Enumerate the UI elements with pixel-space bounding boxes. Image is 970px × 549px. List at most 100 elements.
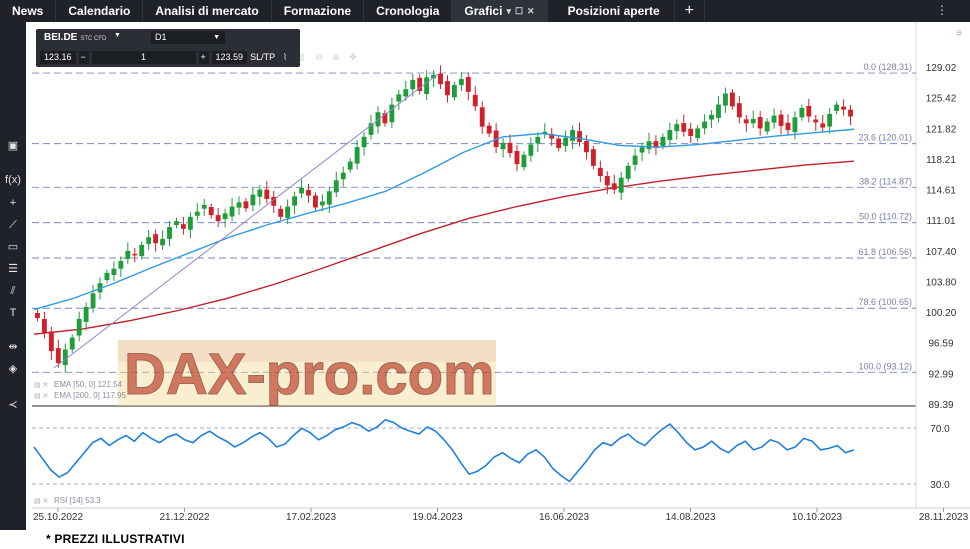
function-icon[interactable]: f(x) (5, 174, 21, 186)
date-axis-label: 28.11.2023 (919, 512, 969, 523)
add-tab-button[interactable]: + (675, 0, 705, 22)
fibonacci-trendline[interactable] (53, 73, 439, 369)
candle-body (445, 81, 450, 96)
candle-body (285, 206, 291, 218)
candle-body (584, 140, 589, 153)
candle-body (111, 268, 117, 275)
candle-body (646, 141, 652, 150)
candle-body (479, 107, 485, 127)
candle-body (76, 318, 82, 336)
tab-formazione[interactable]: Formazione (272, 0, 365, 22)
candle-body (257, 189, 263, 197)
rsi-legend: RSI [14] 53.3 (54, 496, 101, 505)
candle-body (222, 213, 228, 220)
quantity-input[interactable]: 1 (91, 50, 196, 64)
zoom-out-icon[interactable]: ⊖ (315, 51, 323, 62)
pitchfork-icon[interactable]: ⫽ (10, 285, 16, 297)
rsi-series (33, 418, 855, 483)
tab-cronologia[interactable]: Cronologia (364, 0, 453, 22)
instrument-symbol[interactable]: BEI.DE STC CFD (44, 32, 106, 43)
candle-body (424, 77, 430, 95)
candle-body (326, 191, 332, 205)
fibonacci-level-label: 78.6 (100.65) (858, 297, 912, 307)
candle-body (618, 177, 624, 193)
drawing-toolbar: ▣ f(x) + ⟋ ▭ ☰ ⫽ T ⇹ ◈ ≺ (0, 22, 26, 530)
zoom-in-icon[interactable]: ⊕ (332, 51, 340, 62)
candle-body (841, 106, 847, 110)
panel-menu-icon[interactable]: ≡ (956, 28, 962, 39)
measure-icon[interactable]: ⇹ (8, 341, 18, 353)
candle-body (667, 130, 673, 140)
tab-news[interactable]: News (0, 0, 57, 22)
price-chart[interactable]: ≡ 0.0 (128.31) 23.6 (120.01) 38.2 (114.87)… (26, 22, 970, 530)
candle-body (180, 224, 186, 229)
crosshair-icon[interactable]: + (9, 197, 17, 209)
ask-price[interactable]: 123.59 (211, 50, 248, 64)
fibonacci-icon[interactable]: ☰ (8, 263, 18, 275)
tab-posizioni-aperte[interactable]: Posizioni aperte (554, 0, 675, 22)
layers-icon[interactable]: ◈ (8, 363, 18, 375)
candle-body (236, 202, 242, 208)
maximize-icon[interactable]: ☐ (514, 5, 524, 16)
chevron-down-icon[interactable]: ▾ (506, 5, 511, 16)
candle-body (702, 121, 708, 129)
candle-body (55, 348, 61, 364)
ema-icon[interactable]: ▤ ✕ (34, 382, 48, 389)
tab-calendario[interactable]: Calendario (56, 0, 144, 22)
ema200-series (33, 160, 855, 335)
text-tool-icon[interactable]: T (9, 307, 17, 319)
watermark-logo: DAX-pro.com (118, 340, 496, 408)
candle-body (848, 109, 853, 117)
chart-canvas[interactable]: ≡ 0.0 (128.31) 23.6 (120.01) 38.2 (114.87)… (26, 22, 970, 530)
candle-body (451, 85, 457, 98)
candle-body (333, 180, 339, 193)
instrument-type: STC CFD (80, 36, 107, 42)
move-icon[interactable]: ✥ (349, 51, 357, 62)
minus-button[interactable]: − (78, 50, 89, 64)
candle-body (35, 312, 40, 319)
rectangle-icon[interactable]: ▭ (7, 241, 19, 253)
sltp-button[interactable]: SL/TP (250, 52, 276, 62)
candle-body (577, 131, 582, 143)
disclaimer-text: * PREZZI ILLUSTRATIVI (46, 532, 185, 546)
bid-price[interactable]: 123.16 (40, 50, 76, 64)
chevron-down-icon[interactable]: ▼ (114, 32, 121, 39)
candle-body (313, 195, 318, 208)
candle-body (83, 306, 89, 322)
instrument-panel: BEI.DE STC CFD ▼ D1 ▼ 123.16 − 1 + 123.59 … (36, 29, 357, 67)
candle-body (723, 93, 728, 106)
rsi-icon[interactable]: ▤ ✕ (34, 498, 48, 505)
candle-body (570, 130, 575, 141)
chart-type-icon[interactable]: ▣ (7, 140, 19, 152)
candle-body (827, 113, 833, 127)
close-icon[interactable]: ✕ (527, 5, 535, 16)
timeframe-select[interactable]: D1 ▼ (151, 31, 225, 44)
price-axis-label: 129.02 (926, 63, 957, 74)
tab-analisi-di-mercato[interactable]: Analisi di mercato (143, 0, 272, 22)
tab-grafici[interactable]: Grafici ▾ ☐ ✕ (452, 0, 548, 22)
candle-body (431, 74, 437, 79)
trendline-icon[interactable]: ⟋ (9, 219, 17, 231)
fibonacci-level-label: 0.0 (128.31) (863, 62, 912, 72)
candle-body (688, 128, 694, 137)
candle-body (514, 151, 520, 165)
ema-icon[interactable]: ▤ ✕ (34, 393, 48, 400)
candle-body (486, 125, 492, 134)
indicators-icon[interactable]: ⫼ (300, 51, 305, 62)
candle-body (243, 201, 249, 209)
candle-body (146, 237, 152, 244)
line-chart-icon[interactable]: ⌇ (282, 51, 288, 62)
candle-body (410, 79, 416, 90)
candle-body (62, 349, 68, 366)
candle-body (556, 138, 562, 148)
candle-body (347, 161, 353, 170)
plus-button[interactable]: + (198, 50, 209, 64)
share-icon[interactable]: ≺ (8, 399, 18, 411)
candle-body (90, 293, 96, 308)
candle-body (215, 215, 221, 222)
candle-body (695, 128, 701, 139)
candle-body (500, 142, 506, 150)
candle-body (167, 227, 172, 239)
ema50-legend: EMA [50, 0] 121.54 (54, 380, 123, 389)
settings-icon[interactable]: ⋮ (936, 3, 948, 17)
